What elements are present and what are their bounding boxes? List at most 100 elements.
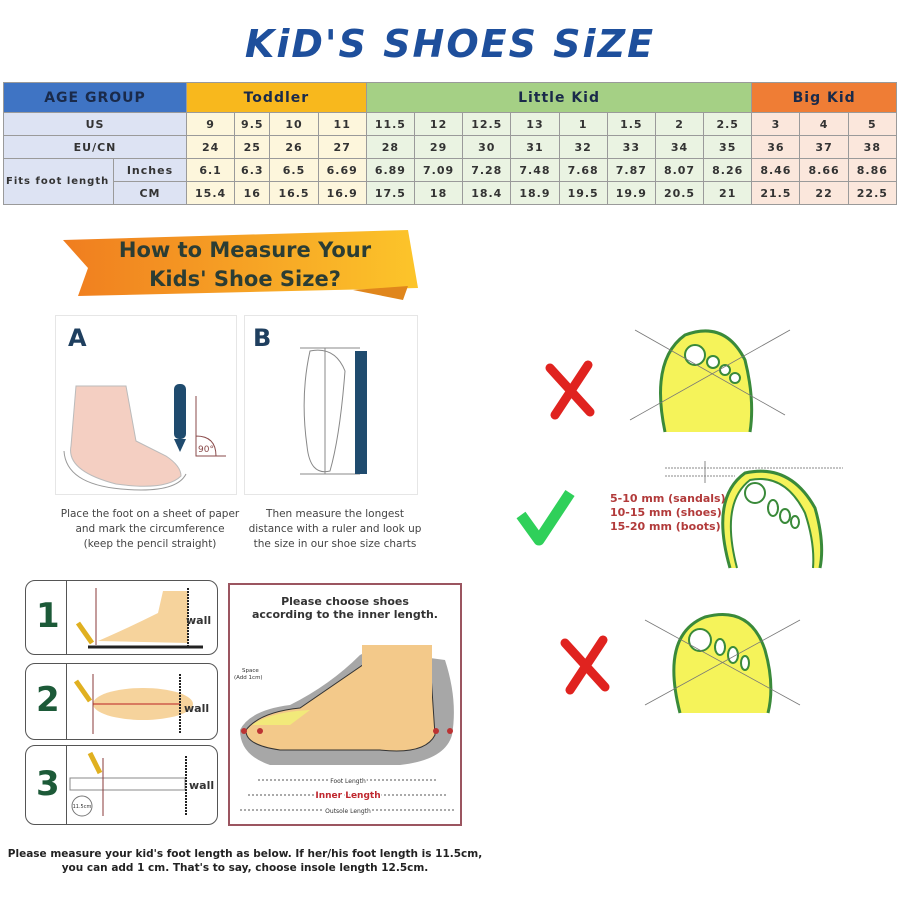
banner-title: How to Measure Your Kids' Shoe Size? [95,236,395,294]
step-number: 1 [36,596,60,636]
outsole-length-label: Outsole Length [325,808,371,815]
size-cell-inches: 8.46 [751,158,801,182]
allowance-boots: 15-20 mm (boots) [610,520,721,533]
panel-b-label: B [253,324,272,352]
page-title: KiD'S SHOES SiZE [244,22,656,66]
allowance-shoes: 10-15 mm (shoes) [610,506,722,519]
group-little-kid: Little Kid [365,82,753,113]
caption-a-line: and mark the circumference [75,523,225,535]
shoe-cross-section-icon: Space (Add 1cm) Foot Length Inner Length… [234,645,454,817]
size-cell-us: 3 [751,112,801,136]
wall-label: wall [189,779,215,792]
banner-ribbon [63,230,418,300]
note-line: Please measure your kid's foot length as… [7,848,483,860]
step-3-box: 3 11.5cm wall [25,745,218,825]
header-row: AGE GROUP Toddler Little Kid Big Kid [3,82,897,113]
step-number: 3 [36,764,60,804]
size-cell-us: 11.5 [365,112,415,136]
size-cell-us: 9.5 [234,112,271,136]
size-cell-eu: 29 [413,135,464,159]
shoe-heading-line: Please choose shoes [281,595,409,608]
size-cell-cm: 17.5 [365,181,415,205]
wall-label: wall [184,702,210,715]
caption-b-line: Then measure the longest [266,508,404,520]
row-label-us: US [3,112,187,136]
shoe-heading: Please choose shoes according to the inn… [230,595,460,621]
size-cell-us: 13 [510,112,560,136]
size-cell-cm: 18 [413,181,464,205]
row-label-fits: Fits foot length [3,158,114,205]
allowance-sandals: 5-10 mm (sandals) [610,492,726,505]
foot-length-label: Foot Length [330,778,366,785]
measurement-note: Please measure your kid's foot length as… [0,847,490,875]
caption-b-line: the size in our shoe size charts [253,538,417,550]
ruler-measure-icon [300,347,367,475]
size-cell-inches: 6.89 [365,158,415,182]
size-cell-cm: 22 [799,181,849,205]
size-cell-eu: 30 [462,135,512,159]
cm-row: CM 15.4 16 16.5 16.9 17.5 18 18.4 18.9 19.5 19.9 2… [4,181,898,205]
group-big-kid: Big Kid [751,82,897,113]
size-cell-cm: 15.4 [185,181,236,205]
size-cell-inches: 7.48 [510,158,560,182]
size-cell-us: 11 [317,112,367,136]
size-cell-cm: 18.9 [510,181,560,205]
caption-b: Then measure the longest distance with a… [240,507,430,552]
ruler-mark-icon: 11.5cm [69,751,187,817]
size-cell-inches: 7.28 [462,158,512,182]
foot-top-view-icon [73,674,193,734]
red-x-icon [560,635,610,695]
size-cell-inches: 8.66 [799,158,849,182]
toe-allowance-list: 5-10 mm (sandals) 10-15 mm (shoes) 15-20… [610,492,726,534]
row-label-eu: EU/CN [3,135,187,159]
red-x-icon [545,360,595,420]
size-cell-eu: 32 [558,135,608,159]
panel-b: B [244,315,418,495]
size-cell-eu: 27 [317,135,367,159]
size-cell-eu: 25 [234,135,271,159]
panel-a: A 90° [55,315,237,495]
size-cell-eu: 26 [269,135,319,159]
size-cell-eu: 34 [654,135,705,159]
size-cell-us: 10 [269,112,319,136]
size-cell-cm: 16 [234,181,271,205]
step-2-box: 2 wall [25,663,218,740]
size-cell-cm: 18.4 [462,181,512,205]
size-cell-us: 5 [847,112,898,136]
size-cell-cm: 22.5 [847,181,898,205]
space-label: Space [242,668,259,674]
size-cell-us: 12 [413,112,464,136]
size-cell-inches: 7.68 [558,158,608,182]
size-cell-us: 1 [558,112,608,136]
size-cell-eu: 36 [751,135,801,159]
size-cell-inches: 8.26 [703,158,753,182]
size-cell-us: 4 [799,112,849,136]
foot-too-small-illustration [629,329,791,433]
group-toddler: Toddler [186,82,367,113]
panel-a-label: A [68,324,87,352]
size-cell-us: 12.5 [462,112,512,136]
size-cell-cm: 21 [703,181,753,205]
size-cell-eu: 38 [847,135,898,159]
size-cell-inches: 6.1 [185,158,236,182]
size-cell-eu: 24 [185,135,236,159]
size-cell-us: 2.5 [703,112,753,136]
size-cell-eu: 37 [799,135,849,159]
age-group-header: AGE GROUP [3,82,187,113]
banner-line-2: Kids' Shoe Size? [149,267,341,291]
size-cell-eu: 28 [365,135,415,159]
us-row: US 9 9.5 10 11 11.5 12 12.5 13 1 1.5 2 2.5 3 4 5 [3,112,898,136]
size-cell-cm: 20.5 [654,181,705,205]
caption-b-line: distance with a ruler and look up [248,523,422,535]
size-cell-eu: 33 [606,135,656,159]
row-label-cm: CM [113,181,187,205]
size-chart-table: AGE GROUP Toddler Little Kid Big Kid US … [3,82,898,205]
size-cell-inches: 6.5 [269,158,319,182]
banner-line-1: How to Measure Your [118,238,372,262]
row-label-inches: Inches [113,158,187,182]
step-number: 2 [36,680,60,720]
eu-row: EU/CN 24 25 26 27 28 29 30 31 32 33 34 35 36 37 38 [3,135,898,159]
inches-row: Fits foot length Inches 6.1 6.3 6.5 6.69 6.8… [3,158,898,205]
size-cell-us: 2 [654,112,705,136]
size-cell-us: 1.5 [606,112,656,136]
